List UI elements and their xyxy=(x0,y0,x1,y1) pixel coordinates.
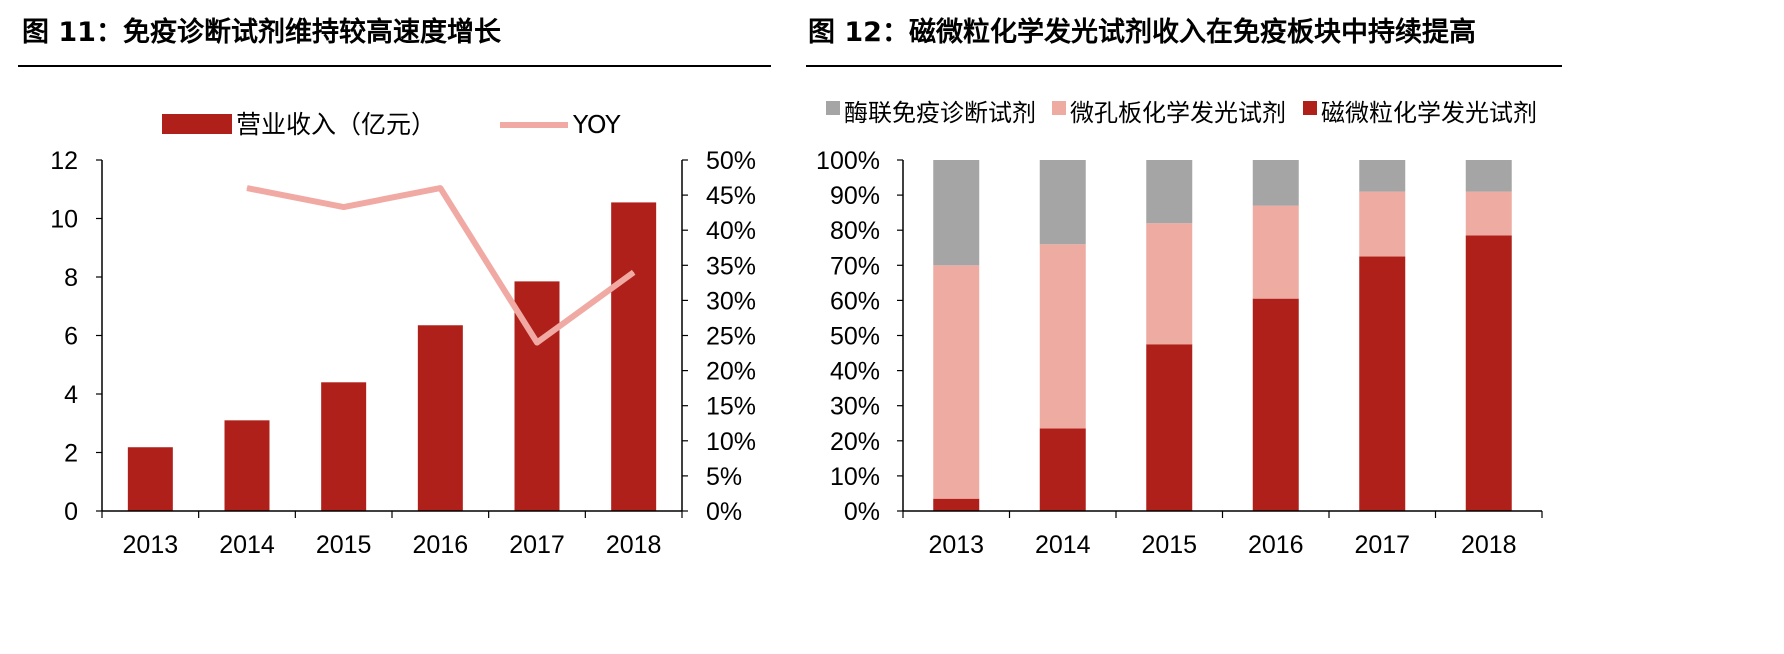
chart2-xtick-label: 2013 xyxy=(928,531,984,559)
stacked-bar-segment-2013-1 xyxy=(933,265,980,499)
legend-revenue-swatch xyxy=(162,114,232,134)
chart2-ytick-label: 0% xyxy=(844,498,880,526)
stacked-bar-segment-2018-2 xyxy=(1465,160,1512,192)
chart1-y2tick-label: 20% xyxy=(706,358,756,386)
revenue-bar-2014 xyxy=(224,420,270,511)
stacked-bar-segment-2013-2 xyxy=(933,160,980,266)
chart2-title-rule xyxy=(806,65,1562,67)
chart1-ytick-label: 4 xyxy=(64,381,78,409)
stacked-bar-segment-2016-1 xyxy=(1252,205,1299,299)
chart1-xtick-label: 2013 xyxy=(123,531,179,559)
chart2-xtick-label: 2017 xyxy=(1354,531,1410,559)
stacked-bar-segment-2014-1 xyxy=(1039,244,1086,429)
chart2-ytick-label: 70% xyxy=(830,252,880,280)
chart2-ytick-label: 40% xyxy=(830,358,880,386)
chart2-ytick-label: 30% xyxy=(830,393,880,421)
chart2-ytick-label: 20% xyxy=(830,428,880,456)
stacked-bar-segment-2015-0 xyxy=(1146,344,1193,511)
chart2-legend-label-2: 酶联免疫诊断试剂 xyxy=(844,99,1036,127)
chart1-ytick-label: 12 xyxy=(50,147,78,175)
chart2-xtick-label: 2018 xyxy=(1461,531,1517,559)
stacked-bar-segment-2015-2 xyxy=(1146,160,1193,224)
chart2-title: 图 12：磁微粒化学发光试剂收入在免疫板块中持续提高 xyxy=(808,17,1476,48)
chart1-y2tick-label: 15% xyxy=(706,393,756,421)
chart2-ytick-label: 90% xyxy=(830,182,880,210)
chart2-legend-label-0: 磁微粒化学发光试剂 xyxy=(1321,99,1537,127)
chart2-ytick-label: 100% xyxy=(816,147,880,175)
chart1-y2tick-label: 5% xyxy=(706,463,742,491)
chart1-ytick-label: 0 xyxy=(64,498,78,526)
chart2-ytick-label: 60% xyxy=(830,287,880,315)
stacked-bar-segment-2018-1 xyxy=(1465,191,1512,236)
yoy-point-2014 xyxy=(246,187,248,189)
revenue-bar-2018 xyxy=(611,202,657,511)
chart2-legend-swatch-1 xyxy=(1052,101,1066,115)
chart2-xtick-label: 2015 xyxy=(1141,531,1197,559)
stacked-bar-segment-2016-2 xyxy=(1252,160,1299,206)
chart1-ytick-label: 6 xyxy=(64,323,78,351)
chart1-ytick-label: 10 xyxy=(50,206,78,234)
legend-revenue-label: 营业收入（亿元） xyxy=(236,110,436,139)
stacked-bar-segment-2017-1 xyxy=(1359,191,1406,257)
chart1-y2tick-label: 35% xyxy=(706,252,756,280)
chart1-y2tick-label: 40% xyxy=(706,217,756,245)
stacked-bar-segment-2014-0 xyxy=(1039,428,1086,511)
stacked-bar-segment-2013-0 xyxy=(933,498,980,511)
yoy-point-2017 xyxy=(536,342,538,344)
chart1-y2tick-label: 0% xyxy=(706,498,742,526)
chart2-legend-label-1: 微孔板化学发光试剂 xyxy=(1070,99,1286,127)
revenue-bar-2013 xyxy=(127,447,173,511)
chart2-ytick-label: 10% xyxy=(830,463,880,491)
chart1-xtick-label: 2014 xyxy=(219,531,275,559)
chart2-legend-swatch-2 xyxy=(826,101,840,115)
stacked-bar-segment-2017-2 xyxy=(1359,160,1406,192)
chart2-ytick-label: 50% xyxy=(830,323,880,351)
legend-yoy-label: YOY xyxy=(572,110,621,139)
stacked-bar-segment-2017-0 xyxy=(1359,256,1406,511)
chart1-xtick-label: 2017 xyxy=(509,531,565,559)
chart2-ytick-label: 80% xyxy=(830,217,880,245)
yoy-point-2015 xyxy=(343,206,345,208)
chart1-xtick-label: 2016 xyxy=(413,531,469,559)
chart1-title-rule xyxy=(18,65,771,67)
yoy-point-2016 xyxy=(439,187,441,189)
stacked-bar-segment-2014-2 xyxy=(1039,160,1086,245)
chart1-title: 图 11：免疫诊断试剂维持较高速度增长 xyxy=(22,17,501,48)
chart1-y2tick-label: 30% xyxy=(706,287,756,315)
stacked-bar-segment-2015-1 xyxy=(1146,223,1193,345)
chart2-xtick-label: 2016 xyxy=(1248,531,1304,559)
revenue-bar-2016 xyxy=(417,325,463,511)
yoy-point-2018 xyxy=(633,271,635,273)
chart1-y2tick-label: 45% xyxy=(706,182,756,210)
chart1-xtick-label: 2015 xyxy=(316,531,372,559)
chart1-y2tick-label: 25% xyxy=(706,323,756,351)
chart1-ytick-label: 8 xyxy=(64,264,78,292)
revenue-bar-2015 xyxy=(321,382,367,511)
stacked-bar-segment-2018-0 xyxy=(1465,235,1512,511)
chart2-xtick-label: 2014 xyxy=(1035,531,1091,559)
stacked-bar-segment-2016-0 xyxy=(1252,298,1299,511)
chart2-legend-swatch-0 xyxy=(1303,101,1317,115)
chart1-y2tick-label: 50% xyxy=(706,147,756,175)
chart1-ytick-label: 2 xyxy=(64,440,78,468)
chart1-y2tick-label: 10% xyxy=(706,428,756,456)
chart1-xtick-label: 2018 xyxy=(606,531,662,559)
